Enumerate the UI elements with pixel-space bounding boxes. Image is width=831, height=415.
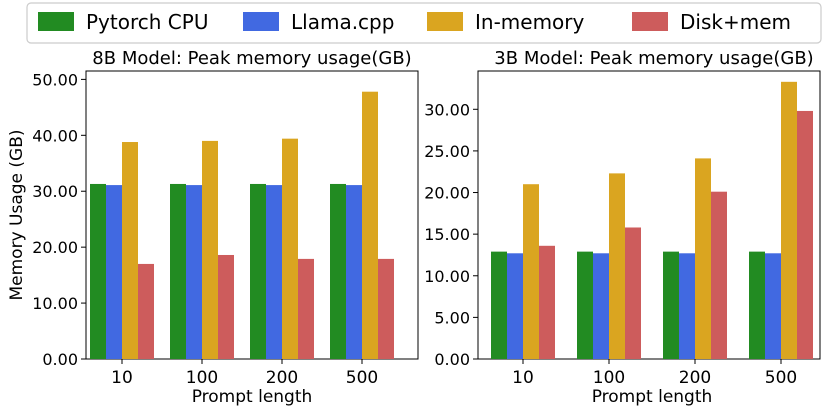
x-ticks-3b: 10 100 200 500 xyxy=(512,359,797,388)
bar-llama-cpp-10 xyxy=(507,253,523,359)
legend-label-in-memory: In-memory xyxy=(475,10,585,34)
bar-llama-cpp-500 xyxy=(765,253,781,359)
bar-pytorch-cpu-10 xyxy=(491,251,507,359)
bars-3b xyxy=(491,81,813,360)
y-tick-label: 30.00 xyxy=(32,182,78,201)
y-tick-label: 15.00 xyxy=(424,225,470,244)
x-tick-label: 100 xyxy=(186,368,218,388)
y-tick-label: 30.00 xyxy=(424,100,470,119)
bar-llama-cpp-10 xyxy=(106,185,122,359)
y-tick-label: 25.00 xyxy=(424,142,470,161)
legend-frame xyxy=(26,2,822,44)
bar-in-memory-10 xyxy=(523,184,539,359)
bar-in-memory-100 xyxy=(202,140,218,359)
y-ticks-3b: 0.00 5.00 10.00 15.00 20.00 25.00 30.00 xyxy=(424,100,478,369)
bar-in-memory-200 xyxy=(282,138,298,359)
bar-pytorch-cpu-100 xyxy=(577,251,593,359)
bar-pytorch-cpu-500 xyxy=(749,251,765,359)
x-tick-label: 10 xyxy=(111,368,133,388)
legend-label-pytorch-cpu: Pytorch CPU xyxy=(86,10,208,34)
y-tick-label: 0.00 xyxy=(434,350,470,369)
legend-label-llama-cpp: Llama.cpp xyxy=(291,10,394,34)
bar-in-memory-200 xyxy=(695,158,711,359)
chart-title-8b: 8B Model: Peak memory usage(GB) xyxy=(92,48,411,69)
x-tick-label: 10 xyxy=(512,368,534,388)
y-tick-label: 5.00 xyxy=(434,308,470,327)
x-axis-label-8b: Prompt length xyxy=(192,387,313,407)
bar-llama-cpp-200 xyxy=(266,185,282,359)
chart-3b-model: 3B Model: Peak memory usage(GB) 0.00 5.00… xyxy=(424,48,821,407)
bar-disk-mem-10 xyxy=(539,245,555,359)
bar-llama-cpp-100 xyxy=(186,185,202,359)
x-tick-label: 200 xyxy=(679,368,711,388)
bar-in-memory-10 xyxy=(122,142,138,359)
y-tick-label: 50.00 xyxy=(32,70,78,89)
legend-swatch-pytorch-cpu xyxy=(38,12,74,31)
y-axis-label-8b: Memory Usage (GB) xyxy=(7,129,27,300)
legend-swatch-disk-mem xyxy=(632,12,668,31)
x-tick-label: 500 xyxy=(346,368,378,388)
bar-pytorch-cpu-200 xyxy=(663,251,679,359)
bar-pytorch-cpu-100 xyxy=(170,183,186,359)
bar-pytorch-cpu-200 xyxy=(250,183,266,359)
bar-in-memory-500 xyxy=(362,91,378,360)
plot-frame-3b xyxy=(477,70,821,360)
x-ticks-8b: 10 100 200 500 xyxy=(111,359,378,388)
y-ticks-8b: 0.00 10.00 20.00 30.00 40.00 50.00 xyxy=(32,70,86,369)
bars-8b xyxy=(90,91,394,360)
y-tick-label: 10.00 xyxy=(424,267,470,286)
bar-disk-mem-200 xyxy=(298,258,314,359)
bar-disk-mem-500 xyxy=(378,258,394,359)
x-tick-label: 200 xyxy=(266,368,298,388)
y-tick-label: 20.00 xyxy=(424,184,470,203)
legend: Pytorch CPU Llama.cpp In-memory Disk+mem xyxy=(26,2,822,44)
x-tick-label: 100 xyxy=(593,368,625,388)
chart-title-3b: 3B Model: Peak memory usage(GB) xyxy=(494,48,813,69)
x-axis-label-3b: Prompt length xyxy=(592,387,713,407)
bar-llama-cpp-200 xyxy=(679,253,695,359)
y-tick-label: 20.00 xyxy=(32,238,78,257)
bar-disk-mem-200 xyxy=(711,191,727,359)
y-tick-label: 10.00 xyxy=(32,294,78,313)
bar-llama-cpp-500 xyxy=(346,185,362,359)
y-tick-label: 0.00 xyxy=(42,350,78,369)
x-tick-label: 500 xyxy=(765,368,797,388)
bar-llama-cpp-100 xyxy=(593,253,609,359)
legend-label-disk-mem: Disk+mem xyxy=(680,10,791,34)
bar-disk-mem-10 xyxy=(138,263,154,359)
bar-pytorch-cpu-500 xyxy=(330,183,346,359)
legend-swatch-llama-cpp xyxy=(243,12,279,31)
bar-pytorch-cpu-10 xyxy=(90,183,106,359)
legend-swatch-in-memory xyxy=(427,12,463,31)
y-tick-label: 40.00 xyxy=(32,126,78,145)
bar-disk-mem-100 xyxy=(625,227,641,359)
bar-disk-mem-500 xyxy=(797,110,813,359)
bar-disk-mem-100 xyxy=(218,254,234,359)
bar-in-memory-500 xyxy=(781,81,797,360)
chart-8b-model: 8B Model: Peak memory usage(GB) 0.00 10.0… xyxy=(7,48,419,407)
bar-in-memory-100 xyxy=(609,173,625,359)
